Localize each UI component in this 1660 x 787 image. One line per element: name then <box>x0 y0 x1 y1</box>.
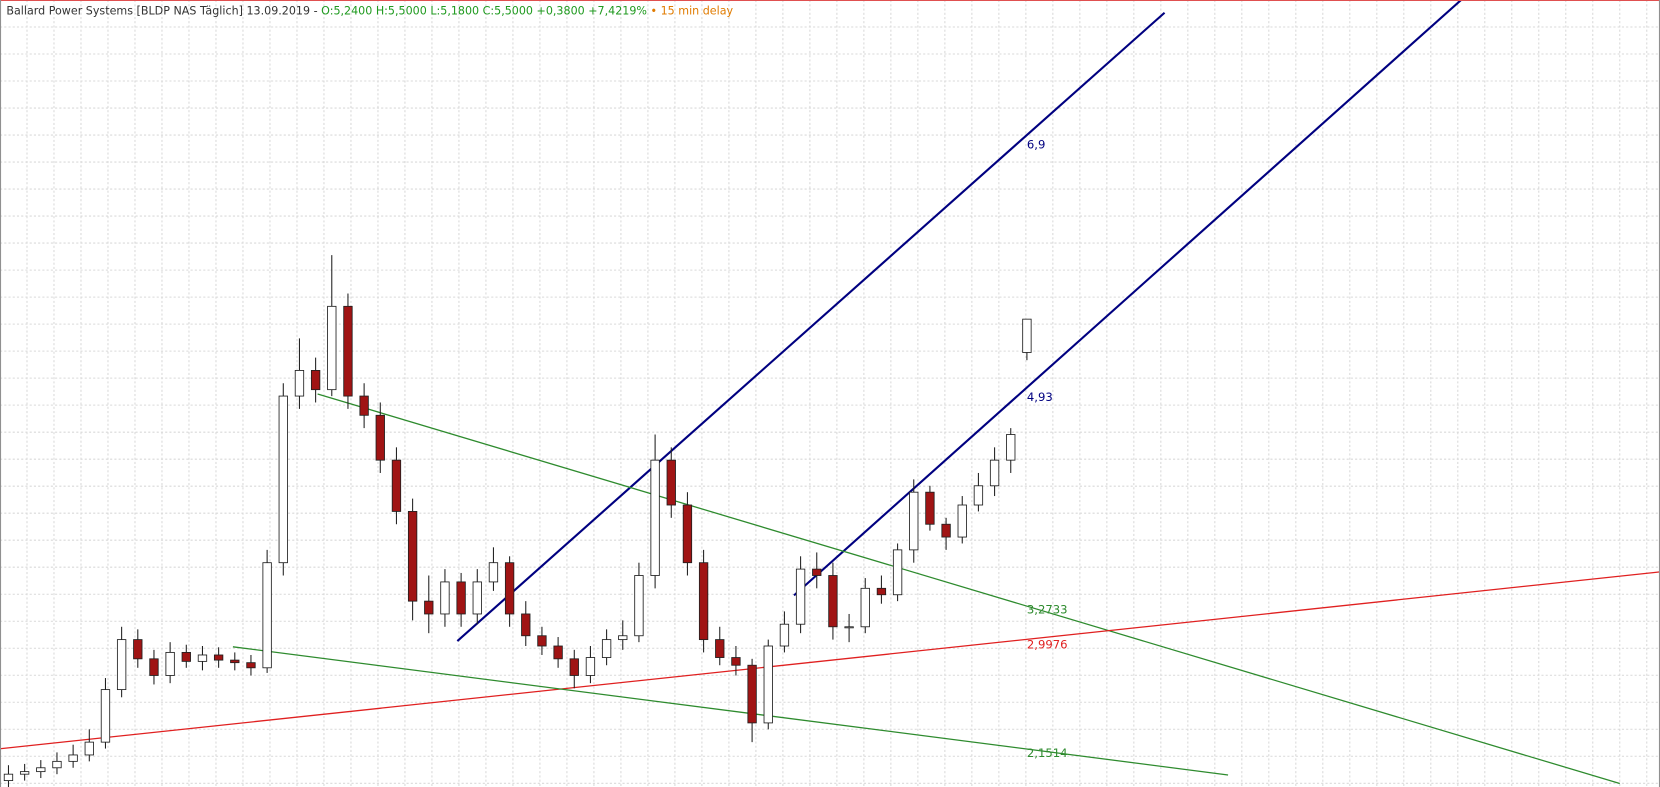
candle-body <box>779 623 790 647</box>
candles <box>3 255 1032 787</box>
candle-body <box>19 771 30 775</box>
candle-body <box>391 459 402 512</box>
candle-body <box>246 662 256 669</box>
candle-body <box>569 658 579 676</box>
trendline-label: 4,93 <box>1027 390 1053 404</box>
candle-body <box>310 370 321 391</box>
candle-body <box>133 639 143 660</box>
candle-body <box>601 639 612 658</box>
candle-body <box>230 659 240 664</box>
trendline-label: 2,1514 <box>1027 746 1068 760</box>
candle-body <box>989 459 1000 487</box>
candle-body <box>440 581 450 615</box>
candle-body <box>973 485 984 506</box>
candle-body <box>537 635 547 647</box>
candle-body <box>618 635 628 641</box>
candle-body <box>892 549 903 596</box>
trendline <box>232 646 1229 776</box>
candle-body <box>472 581 482 615</box>
candle-body <box>100 689 111 743</box>
candle-body <box>812 568 822 576</box>
candle-body <box>407 510 418 602</box>
candle-body <box>1006 434 1016 461</box>
header: Ballard Power Systems [BLDP NAS Täglich]… <box>6 5 733 18</box>
candle-body <box>3 773 14 782</box>
candle-body <box>68 754 78 762</box>
trendline-label: 3,2733 <box>1027 602 1068 616</box>
candle-body <box>860 587 870 628</box>
header-quote: O:5,2400 H:5,5000 L:5,1800 C:5,5000 +0,3… <box>321 5 647 18</box>
candle-body <box>197 654 208 662</box>
header-delay: • 15 min delay <box>651 5 734 18</box>
candle-body <box>521 613 531 637</box>
candle-body <box>957 504 967 538</box>
trendline-labels: 6,9 4,93 3,2733 2,9976 2,1514 <box>1027 138 1068 761</box>
candle-body <box>941 523 951 538</box>
candle-body <box>359 395 369 416</box>
trendline <box>0 571 1660 750</box>
candle-body <box>1022 318 1032 353</box>
candle-body <box>666 459 676 506</box>
candle-body <box>731 657 741 666</box>
candle-body <box>278 395 288 564</box>
candle-body <box>650 459 660 576</box>
candle-body <box>52 760 62 769</box>
candle-body <box>165 651 175 676</box>
candle-body <box>763 645 773 724</box>
trendline <box>793 0 1462 597</box>
candle-body <box>488 562 499 583</box>
candle-body <box>715 639 725 658</box>
candle-body <box>828 575 838 628</box>
candle-body <box>456 581 466 615</box>
header-name: Ballard Power Systems [BLDP NAS Täglich]… <box>6 5 317 18</box>
candle-body <box>213 654 224 661</box>
candle-body <box>149 658 159 676</box>
candle-body <box>682 504 693 564</box>
candle-body <box>294 370 305 397</box>
candle-body <box>553 645 563 660</box>
candle-body <box>36 767 46 773</box>
trendline <box>456 11 1166 642</box>
candle-body <box>747 664 757 724</box>
candle-body <box>504 562 515 615</box>
candle-body <box>634 575 644 637</box>
candle-body <box>116 639 127 691</box>
candle-body <box>698 562 709 641</box>
candle-body <box>795 568 806 625</box>
candle-body <box>84 741 94 756</box>
candle-body <box>925 491 935 525</box>
candle-body <box>585 657 596 676</box>
candle-body <box>876 587 887 596</box>
trendline-label: 6,9 <box>1027 138 1045 152</box>
candle-body <box>262 562 272 669</box>
candle-body <box>909 491 919 551</box>
candle-body <box>327 305 337 391</box>
candle-body <box>181 651 191 662</box>
trendline <box>317 393 1620 785</box>
candle-body <box>343 305 353 397</box>
trendline-label: 2,9976 <box>1027 638 1068 652</box>
candle-body <box>424 600 434 615</box>
candle-body <box>375 414 385 461</box>
candle-body <box>844 626 854 629</box>
